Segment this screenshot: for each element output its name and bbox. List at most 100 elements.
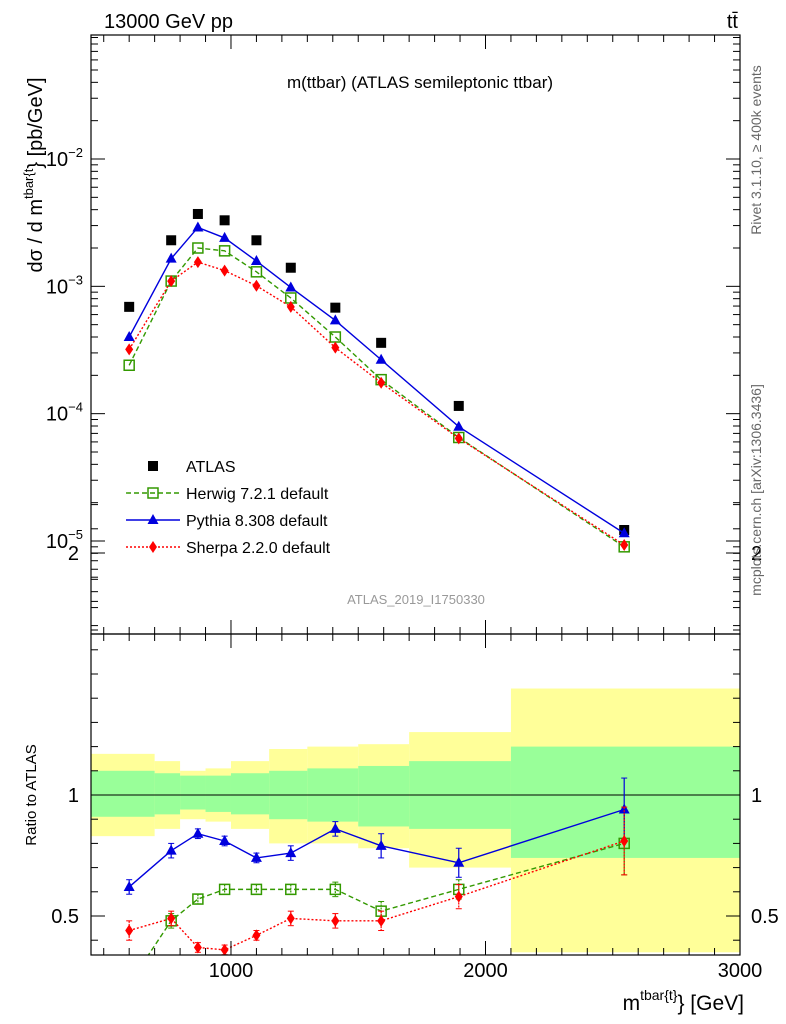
main-point-herwig-3 [218,245,231,257]
ratio-point-pythia-2 [192,827,204,838]
ratio-point-herwig-4 [250,883,263,896]
main-point-pythia-4 [250,255,262,266]
ratio-ytick-label-left-1: 1 [68,785,79,807]
band-inner-2 [180,775,206,810]
main-line-herwig [128,247,625,548]
main-point-atlas-8 [453,400,464,411]
main-point-atlas-0 [124,301,135,312]
main-line-pythia [128,226,625,534]
y-axis-label-tail: } [pb/GeV] [25,77,47,168]
main-point-sherpa-7 [377,376,386,389]
ratio-line-herwig [147,842,625,955]
ratio-point-herwig-6 [329,883,342,896]
main-ytick-label-exp-2: −4 [68,400,83,415]
main-point-sherpa-8 [454,432,463,445]
ratio-point-pythia-3 [219,834,231,845]
ratio-line-sherpa [128,840,625,951]
main-point-pythia-6 [329,314,341,325]
main-point-sherpa-0 [125,343,134,356]
main-point-atlas-7 [376,337,387,348]
band-inner-1 [154,773,181,815]
band-inner-0 [91,770,155,817]
ratio-point-pythia-5 [285,847,297,858]
ratio-point-pythia-4 [250,851,262,862]
main-point-sherpa-4 [252,279,261,292]
ratio-point-sherpa-8 [454,890,463,903]
ratio-point-pythia-7 [375,839,387,850]
ratio-y-axis-label: Ratio to ATLAS [23,744,40,845]
ratio-ytick-label-right-1: 1 [751,785,762,807]
main-ytick-label-exp-0: −2 [68,145,83,160]
mcplots-label: mcplots.cern.ch [arXiv:1306.3436] [748,384,764,596]
legend-marker-2 [147,514,159,524]
main-ytick-label-0: 10−2 [46,145,83,171]
main-point-herwig-0 [123,359,135,372]
ratio-ytick-label-right-0: 2 [751,543,762,565]
legend-label-3: Sherpa 2.2.0 default [186,540,331,557]
main-ytick-label-base-2: 10 [46,404,68,426]
main-point-sherpa-9 [620,539,629,552]
ratio-point-sherpa-9 [620,834,629,847]
legend-label-0: ATLAS [186,459,236,476]
ratio-point-sherpa-6 [331,914,340,927]
ratio-point-herwig-2 [192,893,204,905]
main-point-sherpa-2 [193,256,202,269]
analysis-tag: ATLAS_2019_I1750330 [347,592,485,607]
band-inner-3 [205,775,231,812]
main-point-pythia-3 [219,231,231,242]
main-point-sherpa-1 [167,275,176,288]
main-point-herwig-4 [250,266,263,278]
ratio-point-pythia-1 [165,844,177,855]
ratio-point-sherpa-0 [125,924,134,937]
x-tick-label-2000: 2000 [463,960,508,982]
ratio-point-pythia-8 [453,856,465,867]
main-point-pythia-2 [192,221,204,232]
main-ytick-label-3: 10−5 [46,527,83,553]
main-point-herwig-2 [192,242,204,254]
legend-marker-0 [148,461,158,471]
ratio-point-pythia-6 [329,822,341,833]
y-axis-label-main: dσ / d m [25,199,47,272]
main-point-pythia-5 [285,281,297,292]
main-ytick-label-exp-1: −3 [68,272,83,287]
main-point-atlas-4 [251,235,262,246]
main-point-pythia-9 [618,527,630,538]
svg-text:dσ / d mtbar{t} [pb/GeV]: dσ / d mtbar{t} [pb/GeV] [21,77,47,272]
main-point-atlas-1 [166,235,177,246]
ratio-ytick-label-left-0: 2 [68,543,79,565]
main-ytick-label-exp-3: −5 [68,527,83,542]
main-point-sherpa-3 [220,264,229,277]
ratio-point-herwig-5 [285,883,297,896]
band-inner-4 [230,773,270,815]
y-axis-label-sup: tbar{t [21,168,36,199]
y-axis-label: dσ / d mtbar{t} [pb/GeV] [21,77,47,272]
main-point-pythia-0 [123,331,135,342]
main-ytick-label-2: 10−4 [46,400,83,426]
main-point-pythia-8 [453,420,465,431]
main-point-atlas-2 [192,208,203,219]
ratio-point-sherpa-5 [286,912,295,925]
main-series-group [123,208,630,553]
main-ytick-label-1: 10−3 [46,272,83,298]
header-right-label: tt̄ [727,11,739,33]
ratio-point-sherpa-3 [220,943,229,955]
ratio-point-sherpa-4 [252,929,261,942]
legend-marker-3 [149,541,157,553]
ratio-point-herwig-0 [124,979,134,989]
main-ytick-label-base-1: 10 [46,276,68,298]
main-ytick-label-base-3: 10 [46,531,68,553]
chart-title: m(ttbar) (ATLAS semileptonic ttbar) [287,73,553,92]
x-axis-label: mtbar{t}} [GeV] [623,987,744,1015]
ratio-uncertainty-bands [91,688,740,953]
legend-label-2: Pythia 8.308 default [186,513,328,530]
x-axis-label-main: m [623,992,641,1015]
ratio-ytick-label-left-2: 0.5 [51,906,79,928]
chart-legend: ATLAS Herwig 7.2.1 default Pythia 8.308 de… [126,459,331,557]
main-point-atlas-5 [285,262,296,273]
x-tick-label-3000: 3000 [718,960,763,982]
ratio-point-sherpa-1 [167,912,176,925]
ratio-point-sherpa-2 [193,941,202,954]
band-inner-7 [358,765,410,827]
legend-label-1: Herwig 7.2.1 default [186,486,329,503]
